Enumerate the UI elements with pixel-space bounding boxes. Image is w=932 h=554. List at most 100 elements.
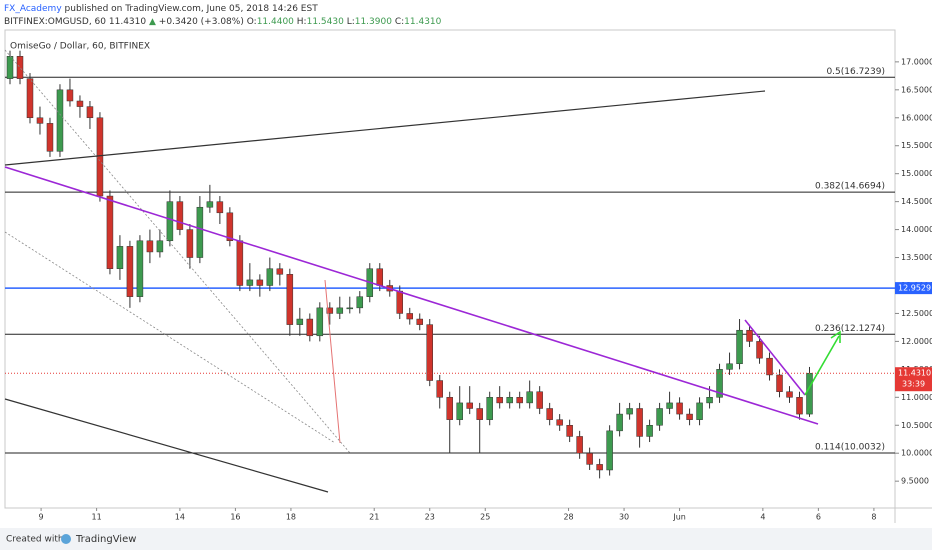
drawings <box>4 49 841 493</box>
y-tick-label: 12.0000 <box>901 337 932 346</box>
y-tick-label: 16.5000 <box>901 85 932 94</box>
candle-body <box>426 324 433 381</box>
x-tick-label: 8 <box>871 513 876 522</box>
candle-body <box>286 274 294 325</box>
candle-body <box>446 397 453 420</box>
candle-body <box>246 279 254 286</box>
last: 11.4310 <box>109 17 146 27</box>
chart-title: OmiseGo / Dollar, 60, BITFINEX <box>10 42 150 52</box>
change: +0.3420 (+3.08%) <box>159 17 244 27</box>
candle-body <box>456 402 463 420</box>
y-tick-label: 12.5000 <box>901 309 932 318</box>
candle-body <box>616 413 623 432</box>
trend-line <box>4 398 329 493</box>
candle-body <box>376 268 384 286</box>
candle-body <box>196 206 204 258</box>
candle-body <box>336 307 344 314</box>
countdown: 33:39 <box>902 380 925 389</box>
fib-label: 0.236(12.1274) <box>815 324 885 334</box>
y-tick-label: 14.0000 <box>901 225 932 234</box>
x-tick-label: 28 <box>563 513 573 522</box>
candle-body <box>106 195 114 269</box>
candle-body <box>156 240 164 253</box>
candle-body <box>596 464 603 471</box>
candle-body <box>576 436 583 454</box>
y-tick-label: 9.5000 <box>901 477 929 486</box>
candle-body <box>756 341 763 359</box>
candle-body <box>706 397 713 404</box>
o-label: O: <box>247 17 257 27</box>
y-tick-label: 16.0000 <box>901 113 932 122</box>
x-tick-label: 6 <box>816 513 821 522</box>
candle-body <box>96 117 104 197</box>
candle-body <box>46 123 54 152</box>
h-label: H: <box>297 17 307 27</box>
footer-created: Created with <box>6 535 64 545</box>
author[interactable]: FX_Academy <box>4 4 62 14</box>
footer-bar <box>0 528 932 550</box>
footer-brand[interactable]: TradingView <box>75 534 136 545</box>
candle-body <box>126 246 134 297</box>
candle-body <box>786 391 793 398</box>
candle-body <box>556 419 563 426</box>
y-tick-label: 17.0000 <box>901 57 932 66</box>
x-tick-label: 25 <box>480 513 490 522</box>
header-line-1: FX_Academy published on TradingView.com,… <box>4 4 318 14</box>
candle-body <box>6 56 14 79</box>
y-tick-label: 10.0000 <box>901 449 932 458</box>
candle-body <box>496 397 503 404</box>
candle-body <box>516 397 523 404</box>
y-tick-label: 15.5000 <box>901 141 932 150</box>
candle-body <box>396 290 404 314</box>
x-tick-label: 23 <box>425 513 435 522</box>
x-tick-label: 16 <box>230 513 240 522</box>
l-label: L: <box>347 17 355 27</box>
candle-body <box>116 246 124 269</box>
y-tick-label: 15.0000 <box>901 169 932 178</box>
c-label: C: <box>395 17 404 27</box>
candle-body <box>506 397 513 404</box>
candle-body <box>276 268 284 275</box>
hline-label: 12.9529 <box>898 284 931 293</box>
candle-body <box>486 397 493 420</box>
candle-body <box>76 100 84 107</box>
candle-body <box>406 313 413 320</box>
candle-body <box>656 408 663 426</box>
x-tick-label: Jun <box>672 513 686 522</box>
candle-body <box>586 452 593 465</box>
fib-label: 0.5(16.7239) <box>826 67 885 77</box>
candle-body <box>216 201 224 214</box>
candle-body <box>776 374 783 392</box>
candle-body <box>16 56 24 79</box>
candle-body <box>26 78 34 119</box>
candle-body <box>236 240 244 286</box>
marks: 9.500010.000010.500011.000011.500012.000… <box>5 50 932 522</box>
candle-body <box>136 240 144 297</box>
y-tick-label: 11.0000 <box>901 393 932 402</box>
candle-body <box>416 318 423 325</box>
candle-body <box>296 318 304 325</box>
candle-body <box>666 402 673 409</box>
y-tick-label: 14.5000 <box>901 197 932 206</box>
y-tick-label: 10.5000 <box>901 421 932 430</box>
candle-body <box>256 279 264 286</box>
candle-body <box>546 408 553 420</box>
candle-body <box>266 268 274 286</box>
candle-body <box>36 117 44 124</box>
candle-body <box>476 408 483 420</box>
candle-body <box>86 106 94 119</box>
candle-body <box>466 402 473 409</box>
candle-body <box>306 318 314 337</box>
candle-body <box>146 240 154 253</box>
candle-body <box>696 402 703 420</box>
c: 11.4310 <box>404 17 441 27</box>
candle-body <box>796 397 803 415</box>
trend-line <box>4 90 766 166</box>
candle-body <box>676 402 683 415</box>
x-tick-label: 14 <box>175 513 185 522</box>
purple-trend-line <box>4 166 819 425</box>
candle-body <box>356 296 364 309</box>
x-tick-label: 4 <box>760 513 765 522</box>
